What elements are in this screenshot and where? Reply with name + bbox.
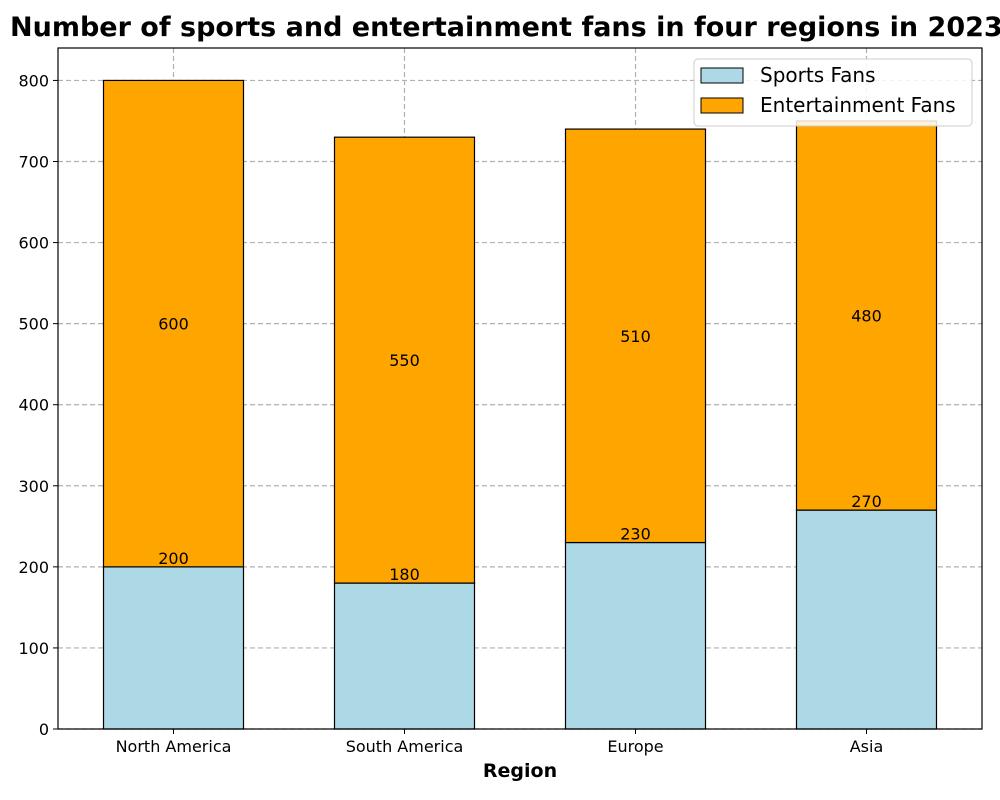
- bar-value-label: 200: [158, 549, 189, 568]
- bar-value-label: 180: [389, 565, 420, 584]
- legend-label: Entertainment Fans: [760, 93, 956, 117]
- bar-entertainment: [333, 136, 476, 584]
- y-tick-label: 700: [18, 153, 49, 172]
- y-tick-label: 200: [18, 558, 49, 577]
- legend-label: Sports Fans: [760, 63, 876, 87]
- x-axis-title: Region: [483, 760, 557, 782]
- plot-frame: [57, 47, 983, 730]
- bar-value-label: 510: [620, 327, 651, 346]
- bar-value-label: 230: [620, 525, 651, 544]
- bar-value-label: 480: [851, 307, 882, 326]
- bar-entertainment: [102, 79, 245, 568]
- y-tick-label: 400: [18, 396, 49, 415]
- y-tick-label: 300: [18, 477, 49, 496]
- chart-title: Number of sports and entertainment fans …: [10, 12, 1000, 43]
- y-tick-label: 500: [18, 315, 49, 334]
- x-tick-label: South America: [346, 737, 464, 756]
- bar-sports: [795, 509, 938, 730]
- x-tick-label: Europe: [607, 737, 663, 756]
- x-tick-label: North America: [116, 737, 232, 756]
- y-tick-label: 0: [39, 720, 49, 739]
- bars: [102, 79, 938, 730]
- y-tick-label: 100: [18, 639, 49, 658]
- bar-sports: [102, 566, 245, 730]
- legend-swatch: [700, 97, 744, 114]
- bar-entertainment: [564, 128, 707, 544]
- bar-sports: [564, 541, 707, 730]
- bar-entertainment: [795, 120, 938, 511]
- bar-value-label: 600: [158, 315, 189, 334]
- bar-sports: [333, 582, 476, 730]
- x-tick-label: Asia: [850, 737, 884, 756]
- legend-swatch: [700, 67, 744, 84]
- y-tick-label: 800: [18, 71, 49, 90]
- y-tick-label: 600: [18, 234, 49, 253]
- bar-value-labels: 200 180 230 270 600 550 510 480: [158, 307, 882, 585]
- axes: 0 100 200 300 400 500 600 700 800 North America So…: [18, 47, 983, 756]
- bar-value-label: 270: [851, 492, 882, 511]
- legend: Sports Fans Entertainment Fans: [693, 58, 973, 127]
- bar-value-label: 550: [389, 351, 420, 370]
- legend-frame: [693, 58, 973, 127]
